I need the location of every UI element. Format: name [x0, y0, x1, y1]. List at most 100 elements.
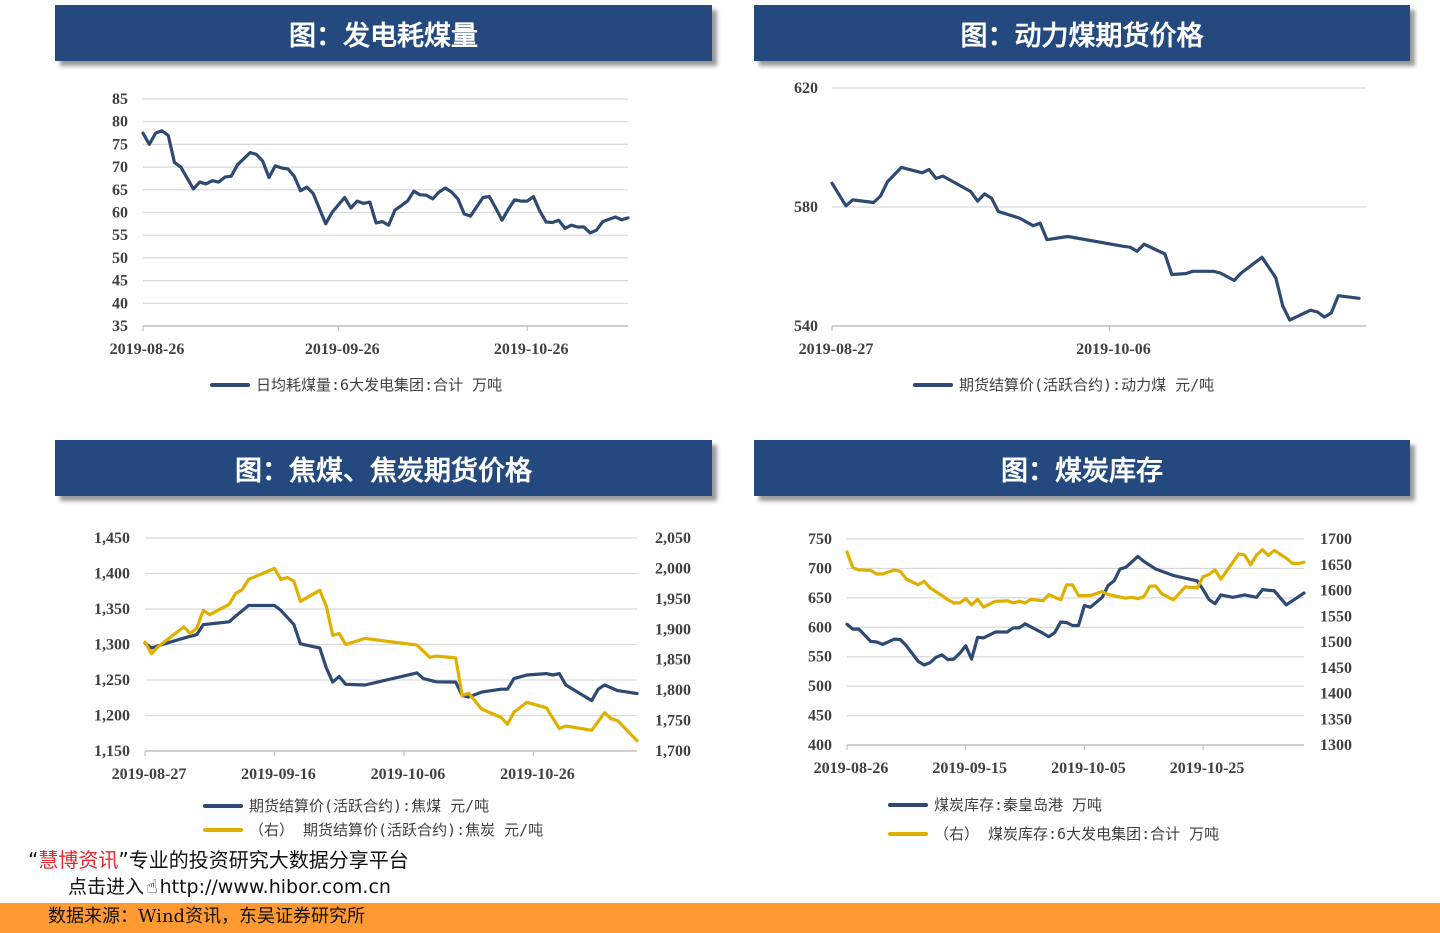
y-right-tick-label: 1550 [1320, 608, 1352, 625]
chart-title: 图：发电耗煤量 [289, 20, 478, 52]
legend-label: 日均耗煤量:6大发电集团:合计 万吨 [256, 376, 503, 394]
legend-item: 期货结算价(活跃合约):动力煤 元/吨 [913, 376, 1214, 394]
chart-header-coal-consumption: 图：发电耗煤量 [55, 5, 712, 61]
x-tick-label: 2019-08-26 [110, 341, 185, 358]
legend-label: 煤炭库存:秦皇岛港 万吨 [934, 796, 1103, 814]
y-right-tick-label: 1650 [1320, 557, 1352, 574]
x-tick-label: 2019-10-06 [371, 766, 446, 783]
series-line-1 [143, 566, 639, 743]
y-right-tick-label: 1300 [1320, 737, 1352, 754]
legend-label: 期货结算价(活跃合约):动力煤 元/吨 [959, 376, 1215, 394]
chart-3: 400 450 500 550 600 650 700 750 1300 1350 1400 1450… [808, 531, 1352, 777]
legend-swatch [888, 803, 928, 807]
y-tick-label: 1,250 [94, 672, 130, 689]
y-right-tick-label: 1600 [1320, 583, 1352, 600]
legend-label: （右） 期货结算价(活跃合约):焦炭 元/吨 [249, 821, 544, 839]
y-right-tick-label: 1,950 [655, 591, 691, 608]
y-right-tick-label: 1,800 [655, 682, 691, 699]
x-tick-label: 2019-09-26 [305, 341, 380, 358]
brand-name: 慧博资讯 [38, 848, 119, 872]
series-line-0 [830, 165, 1361, 322]
legend-item: （右） 期货结算价(活跃合约):焦炭 元/吨 [203, 821, 543, 839]
series-line-0 [143, 603, 639, 703]
legend-swatch [203, 828, 243, 832]
legend-swatch [210, 383, 250, 387]
y-tick-label: 60 [112, 205, 128, 222]
chart-header-coal-inventory: 图：煤炭库存 [754, 440, 1410, 496]
hibor-link[interactable]: 点击进入 ☝ http://www.hibor.com.cn [68, 875, 391, 900]
series-line-0 [141, 129, 630, 235]
y-right-tick-label: 1350 [1320, 711, 1352, 728]
y-tick-label: 750 [808, 531, 832, 548]
y-tick-label: 650 [808, 590, 832, 607]
y-tick-label: 85 [112, 91, 128, 108]
y-right-tick-label: 1,850 [655, 652, 691, 669]
legend-item: 期货结算价(活跃合约):焦煤 元/吨 [203, 797, 489, 815]
y-tick-label: 65 [112, 182, 128, 199]
y-right-tick-label: 1500 [1320, 634, 1352, 651]
x-tick-label: 2019-10-05 [1051, 760, 1126, 777]
y-tick-label: 540 [794, 318, 818, 335]
quote-open: “ [28, 848, 39, 872]
legend-label: 期货结算价(活跃合约):焦煤 元/吨 [249, 797, 490, 815]
y-right-tick-label: 1,750 [655, 713, 691, 730]
y-tick-label: 45 [112, 273, 128, 290]
y-right-tick-label: 1450 [1320, 660, 1352, 677]
x-tick-label: 2019-10-26 [500, 766, 575, 783]
chart-header-thermal-coal-futures: 图：动力煤期货价格 [754, 5, 1410, 61]
y-tick-label: 1,450 [94, 530, 130, 547]
footer-band [0, 903, 1440, 933]
y-tick-label: 1,300 [94, 637, 130, 654]
x-tick-label: 2019-10-26 [494, 341, 569, 358]
chart-2: 1,150 1,200 1,250 1,300 1,350 1,400 1,450 1,700… [94, 530, 691, 783]
y-tick-label: 580 [794, 199, 818, 216]
y-tick-label: 40 [112, 295, 128, 312]
x-tick-label: 2019-09-16 [241, 766, 316, 783]
link-prefix: 点击进入 [68, 876, 145, 898]
x-tick-label: 2019-08-27 [112, 766, 187, 783]
y-right-tick-label: 1,700 [655, 743, 691, 760]
quote-close: ” [118, 848, 129, 872]
y-right-tick-label: 2,050 [655, 530, 691, 547]
y-tick-label: 55 [112, 227, 128, 244]
y-tick-label: 70 [112, 159, 128, 176]
x-tick-label: 2019-10-06 [1076, 341, 1151, 358]
legend-label: （右） 煤炭库存:6大发电集团:合计 万吨 [934, 825, 1220, 843]
chart-header-coking-futures: 图：焦煤、焦炭期货价格 [55, 440, 712, 496]
y-tick-label: 500 [808, 678, 832, 695]
legend-swatch [913, 383, 953, 387]
y-right-tick-label: 1700 [1320, 531, 1352, 548]
legend-item: （右） 煤炭库存:6大发电集团:合计 万吨 [888, 825, 1219, 843]
y-tick-label: 80 [112, 114, 128, 131]
series-line-1 [845, 548, 1306, 609]
y-right-tick-label: 1,900 [655, 621, 691, 638]
y-tick-label: 75 [112, 136, 128, 153]
chart-title: 图：动力煤期货价格 [960, 20, 1204, 52]
chart-title: 图：煤炭库存 [1001, 455, 1163, 487]
x-tick-label: 2019-09-15 [932, 760, 1007, 777]
legend-item: 煤炭库存:秦皇岛港 万吨 [888, 796, 1102, 814]
y-tick-label: 50 [112, 250, 128, 267]
y-tick-label: 400 [808, 737, 832, 754]
y-right-tick-label: 1400 [1320, 686, 1352, 703]
series-line-0 [845, 554, 1306, 667]
y-tick-label: 550 [808, 649, 832, 666]
platform-slogan: “慧博资讯”专业的投资研究大数据分享平台 [28, 847, 409, 873]
legend-swatch [203, 804, 243, 808]
y-tick-label: 1,350 [94, 601, 130, 618]
y-tick-label: 1,150 [94, 743, 130, 760]
slogan-text: 专业的投资研究大数据分享平台 [128, 848, 409, 872]
data-source: 数据来源：Wind资讯，东吴证券研究所 [48, 906, 366, 927]
x-tick-label: 2019-08-27 [799, 341, 874, 358]
chart-1: 540 580 620 2019-08-27 2019-10-06 [794, 80, 1366, 358]
x-tick-label: 2019-10-25 [1170, 760, 1245, 777]
y-tick-label: 700 [808, 560, 832, 577]
link-url[interactable]: http://www.hibor.com.cn [159, 876, 391, 898]
y-tick-label: 1,200 [94, 708, 130, 725]
chart-0: 35 40 45 50 55 60 65 70 75 80 85 2019-08-26 2019-09-… [110, 91, 630, 358]
legend-item: 日均耗煤量:6大发电集团:合计 万吨 [210, 376, 502, 394]
y-right-tick-label: 2,000 [655, 560, 691, 577]
y-tick-label: 620 [794, 80, 818, 97]
y-tick-label: 35 [112, 318, 128, 335]
